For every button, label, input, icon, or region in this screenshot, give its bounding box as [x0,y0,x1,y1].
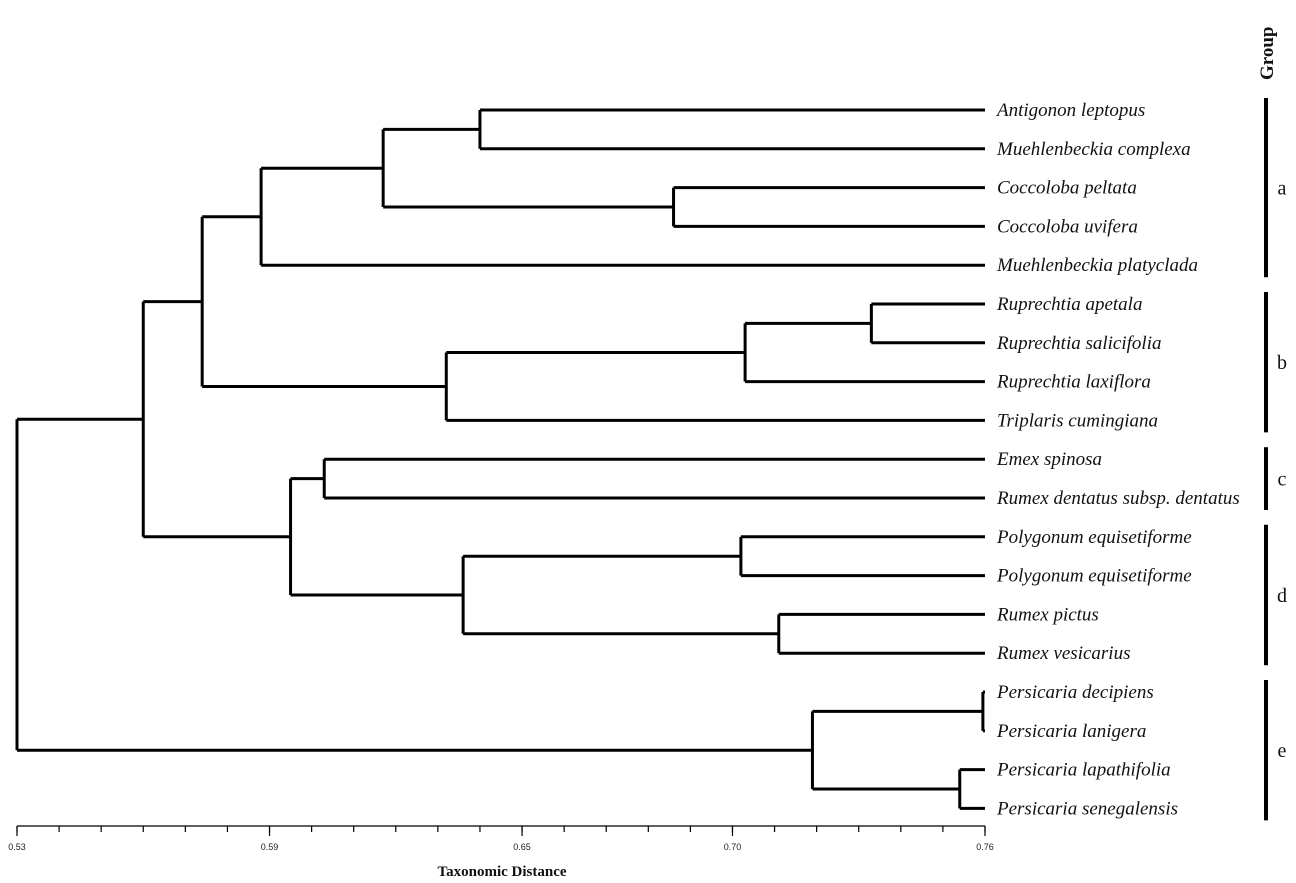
group-label-b: b [1277,352,1287,374]
axis-tick-label: 0.70 [724,842,742,852]
distance-axis: Taxonomic Distance 0.53 0.59 0.65 0.70 0.76 [8,825,994,880]
taxon-label: Coccoloba uvifera [997,216,1138,237]
taxon-label: Ruprechtia laxiflora [996,372,1151,393]
group-label-e: e [1278,740,1287,762]
tree-branches [15,108,985,810]
group-label-a: a [1278,178,1287,200]
axis-tick-label: 0.59 [261,842,279,852]
taxon-label: Persicaria lanigera [996,721,1146,742]
axis-tick-label: 0.53 [8,842,26,852]
taxon-label: Rumex dentatus subsp. dentatus [996,488,1240,509]
taxon-labels: Antigonon leptopus Muehlenbeckia complexa… [995,100,1240,819]
taxon-label: Muehlenbeckia complexa [996,139,1191,160]
taxon-label: Persicaria senegalensis [996,798,1178,819]
taxon-label: Emex spinosa [996,449,1102,470]
taxon-label: Persicaria decipiens [996,682,1154,703]
axis-tick-label: 0.65 [513,842,531,852]
axis-tick-label: 0.76 [976,842,994,852]
taxon-label: Polygonum equisetiforme [996,566,1192,587]
taxon-label: Polygonum equisetiforme [996,527,1192,548]
group-label-c: c [1278,469,1287,491]
axis-title: Taxonomic Distance [437,864,566,880]
group-annotations: Group a b c d e [1257,26,1287,821]
taxon-label: Rumex pictus [996,604,1099,625]
taxon-label: Triplaris cumingiana [997,410,1158,431]
taxon-label: Antigonon leptopus [995,100,1145,121]
taxon-label: Ruprechtia apetala [996,294,1142,315]
group-title: Group [1257,26,1278,80]
taxon-label: Coccoloba peltata [997,178,1137,199]
taxon-label: Persicaria lapathifolia [996,760,1171,781]
taxon-label: Muehlenbeckia platyclada [996,255,1198,276]
taxon-label: Rumex vesicarius [996,643,1130,664]
group-label-d: d [1277,585,1287,607]
taxon-label: Ruprechtia salicifolia [996,333,1161,354]
